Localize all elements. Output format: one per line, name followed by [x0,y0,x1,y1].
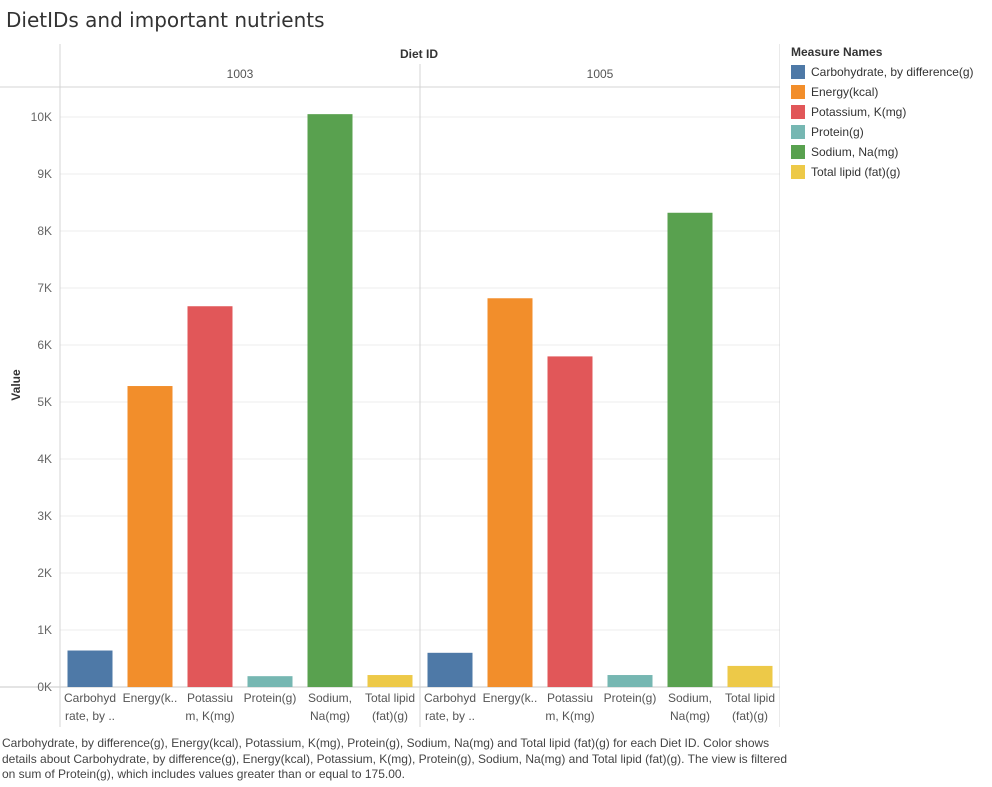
legend-item[interactable]: Potassium, K(mg) [791,102,974,122]
bar [187,306,233,687]
legend-swatch [791,145,805,159]
bar [247,676,293,687]
legend-item[interactable]: Energy(kcal) [791,82,974,102]
x-tick-label: Energy(k.. [123,691,178,705]
legend-label: Total lipid (fat)(g) [811,165,901,179]
chart-caption: Carbohydrate, by difference(g), Energy(k… [2,736,787,781]
bar [727,665,773,687]
y-tick-label: 4K [37,452,52,466]
y-tick-label: 7K [37,281,52,295]
y-tick-label: 9K [37,167,52,181]
legend-title: Measure Names [791,45,883,59]
bar [427,652,473,687]
x-tick-label: Energy(k.. [483,691,538,705]
bar [547,356,593,687]
bar [667,212,713,687]
x-tick-label: Protein(g) [604,691,657,705]
y-tick-label: 10K [31,110,52,124]
legend-swatch [791,65,805,79]
bar [487,298,533,687]
legend-swatch [791,85,805,99]
x-tick-label: Carbohyd [424,691,476,705]
legend-swatch [791,105,805,119]
y-axis-title: Value [9,369,23,401]
legend-label: Protein(g) [811,125,864,139]
x-tick-label: rate, by .. [425,709,475,723]
y-tick-label: 0K [37,680,52,694]
legend-item[interactable]: Sodium, Na(mg) [791,142,974,162]
legend-item[interactable]: Protein(g) [791,122,974,142]
legend-label: Carbohydrate, by difference(g) [811,65,974,79]
legend-item[interactable]: Total lipid (fat)(g) [791,162,974,182]
x-tick-label: Sodium, [668,691,712,705]
legend-swatch [791,165,805,179]
bar [367,675,413,687]
y-tick-label: 8K [37,224,52,238]
legend-label: Energy(kcal) [811,85,879,99]
y-tick-label: 6K [37,338,52,352]
bar [67,650,113,687]
x-tick-label: (fat)(g) [732,709,768,723]
x-tick-label: m, K(mg) [545,709,594,723]
x-tick-label: Total lipid [365,691,415,705]
x-tick-label: Sodium, [308,691,352,705]
legend-item[interactable]: Carbohydrate, by difference(g) [791,62,974,82]
y-tick-label: 2K [37,566,52,580]
x-tick-label: (fat)(g) [372,709,408,723]
x-tick-label: Carbohyd [64,691,116,705]
panel-header: 1003 [227,67,254,81]
x-tick-label: Na(mg) [670,709,710,723]
y-tick-label: 1K [37,623,52,637]
bar [127,386,173,687]
bar [307,114,353,687]
bar-chart: Diet ID 1003 1005 0K 1K 2K 3K 4K 5K 6K 7K 8K 9K 10K Va… [0,44,780,727]
x-tick-label: Protein(g) [244,691,297,705]
legend-swatch [791,125,805,139]
legend: Measure Names Carbohydrate, by differenc… [791,45,974,182]
x-tick-label: Total lipid [725,691,775,705]
x-tick-label: Potassiu [187,691,233,705]
chart-title: DietIDs and important nutrients [6,8,325,32]
x-tick-label: Potassiu [547,691,593,705]
y-tick-label: 5K [37,395,52,409]
legend-label: Sodium, Na(mg) [811,145,899,159]
panel-header: 1005 [587,67,614,81]
x-tick-label: rate, by .. [65,709,115,723]
bar [607,675,653,687]
x-tick-label: m, K(mg) [185,709,234,723]
column-header: Diet ID [400,47,438,61]
x-tick-label: Na(mg) [310,709,350,723]
y-tick-label: 3K [37,509,52,523]
legend-label: Potassium, K(mg) [811,105,907,119]
